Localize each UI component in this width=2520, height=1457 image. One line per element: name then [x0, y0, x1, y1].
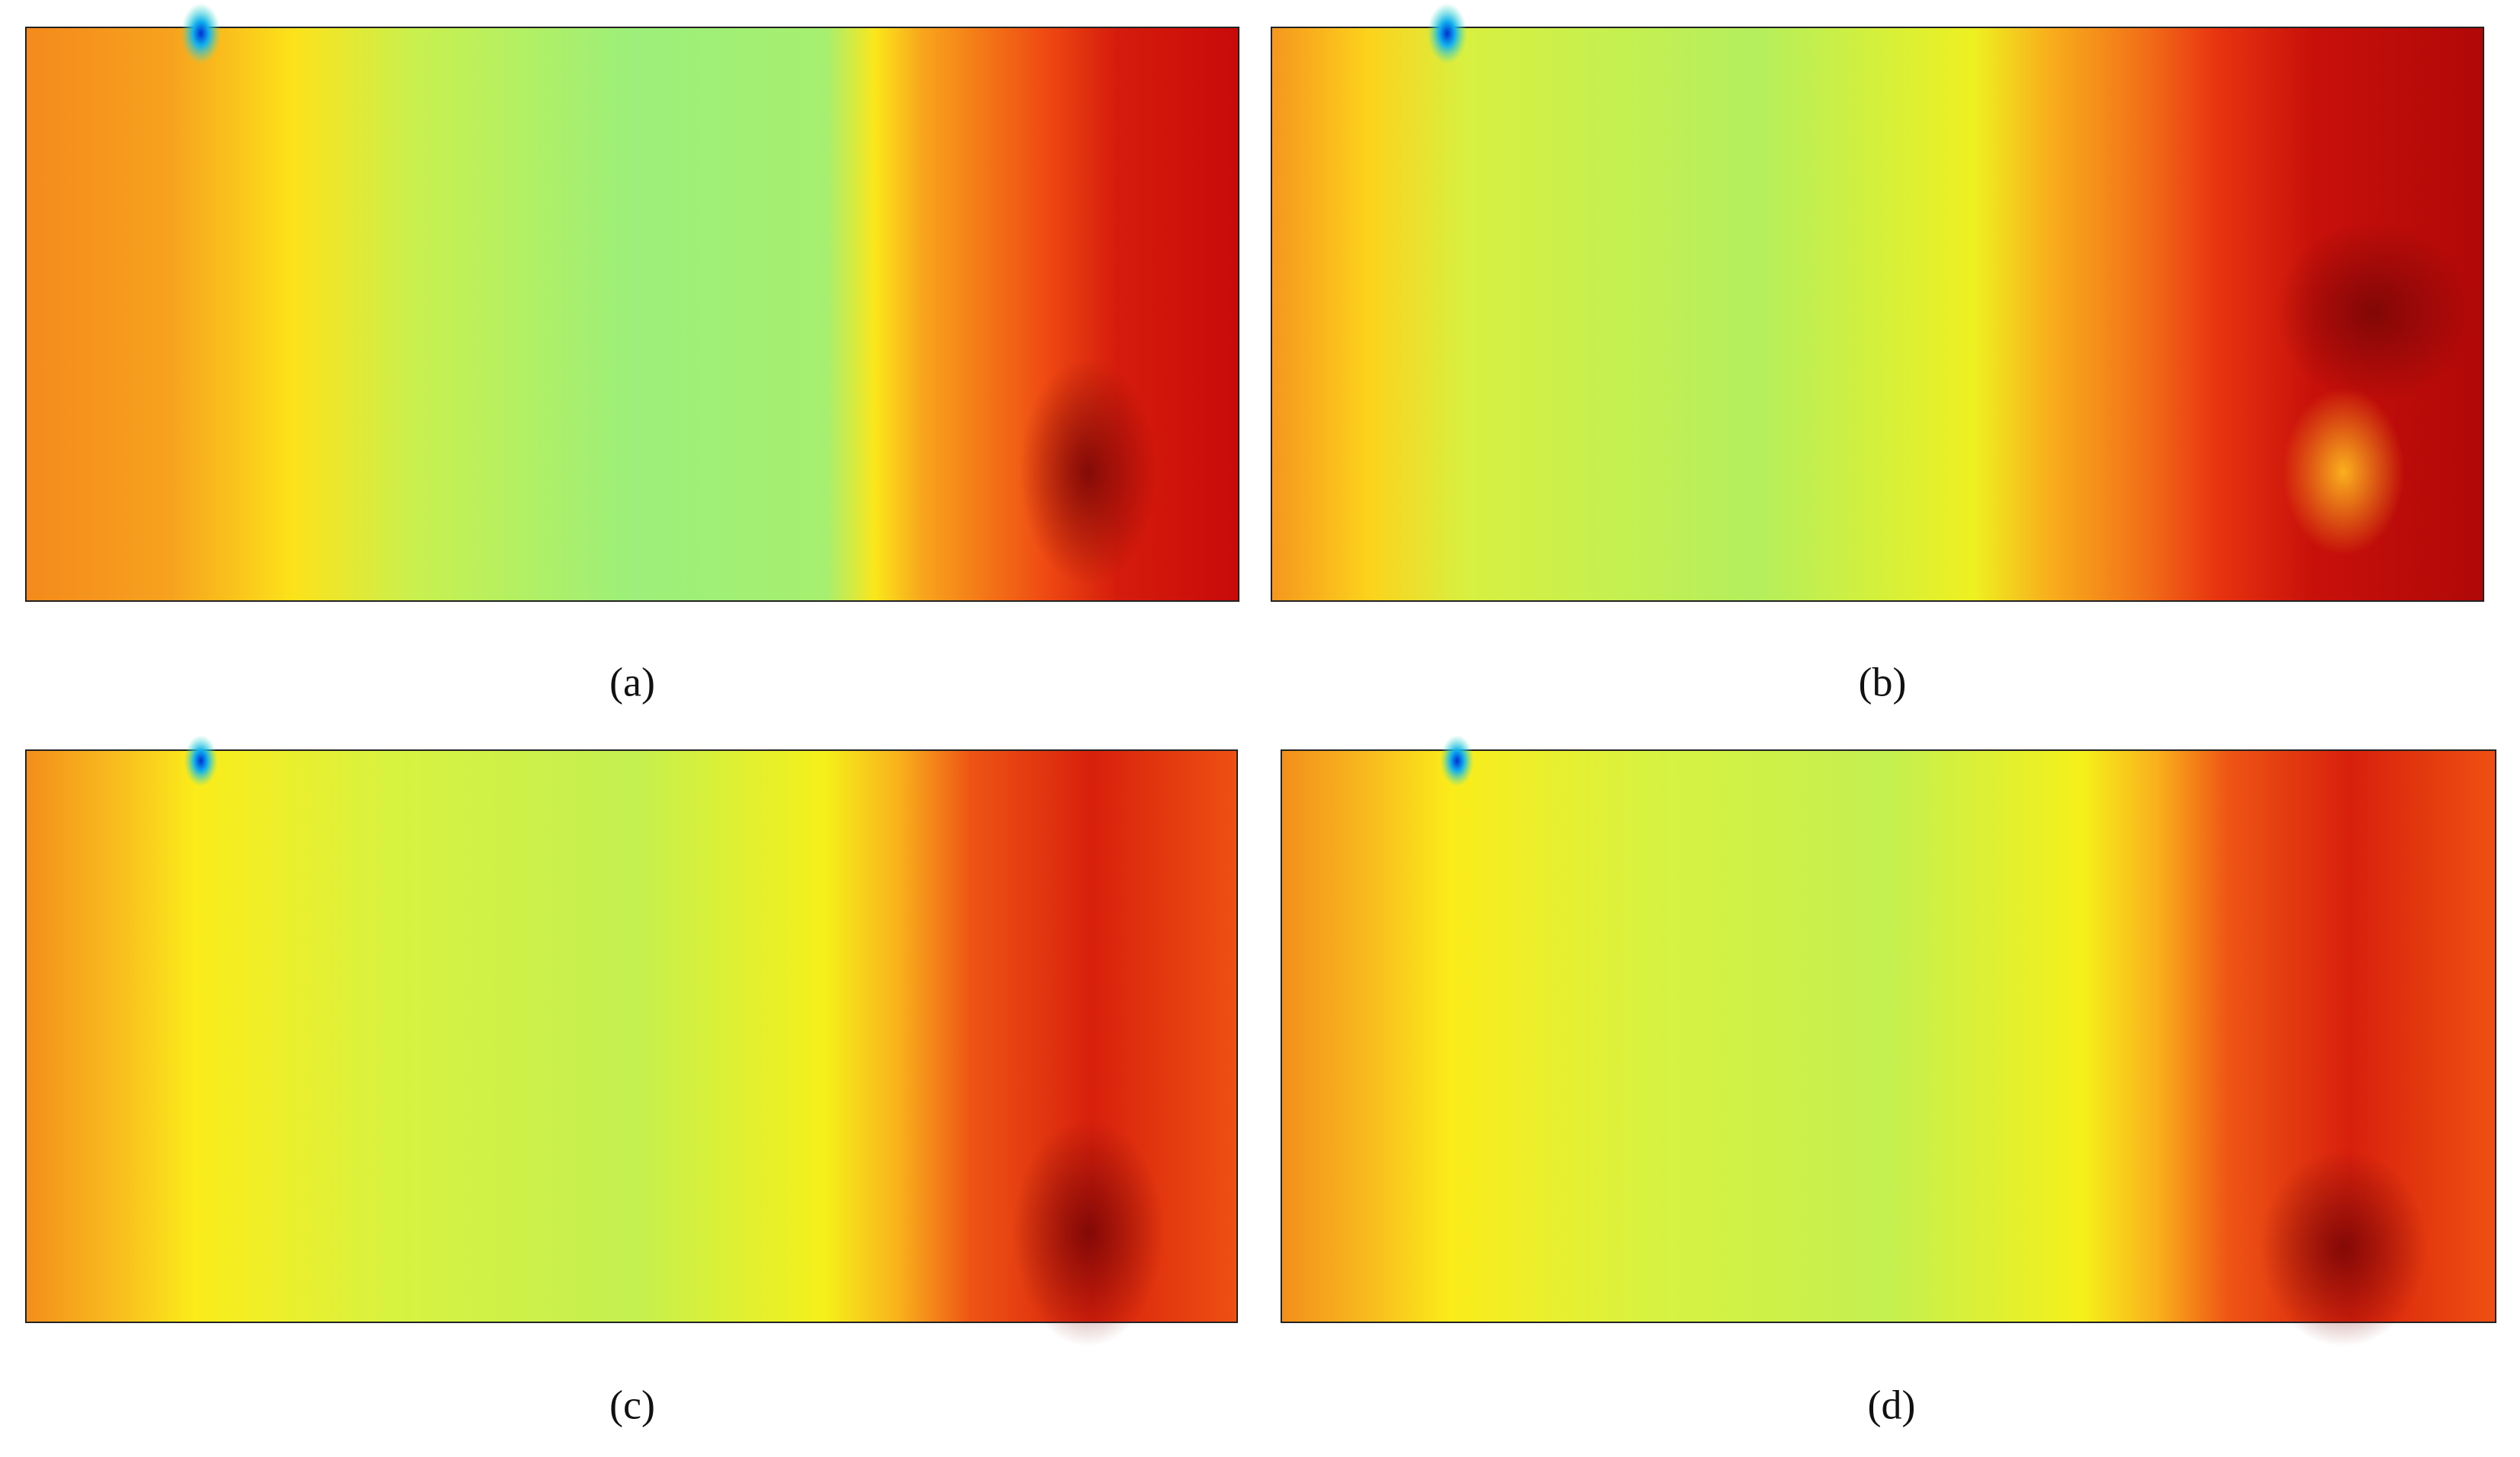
cold-spot: [181, 3, 221, 64]
panel-d: (d): [1281, 735, 2496, 1427]
cold-spot: [1427, 3, 1467, 64]
hot-spot: [1012, 1118, 1164, 1347]
caption: (a): [609, 659, 655, 705]
caption: (b): [1859, 659, 1907, 705]
caption: (c): [609, 1382, 655, 1427]
cold-spot: [1440, 735, 1474, 787]
panel-c: (c): [25, 735, 1238, 1427]
cold-spot: [184, 735, 218, 787]
hot-spot: [1020, 358, 1157, 586]
hot-spot: [2275, 221, 2473, 403]
panel-b: (b): [1271, 3, 2484, 705]
warm-spot: [2283, 388, 2404, 555]
panel-a: (a): [25, 3, 1239, 705]
hot-spot: [2260, 1149, 2427, 1347]
caption: (d): [1868, 1382, 1916, 1427]
